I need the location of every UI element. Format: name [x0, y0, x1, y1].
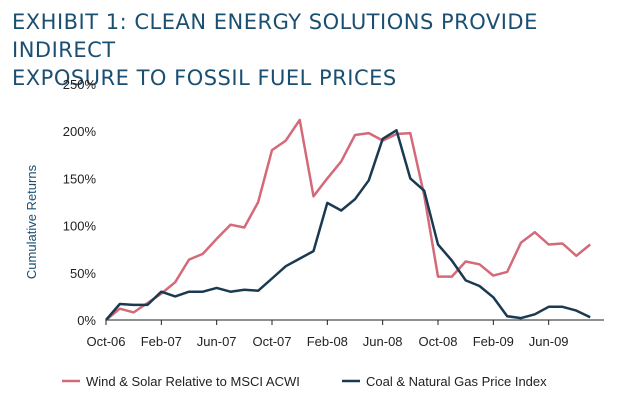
chart-title: EXHIBIT 1: CLEAN ENERGY SOLUTIONS PROVID…: [12, 8, 632, 92]
series-lines: [105, 118, 591, 321]
y-tick-label: 200%: [63, 124, 97, 139]
x-tick-label: Jun-09: [529, 334, 569, 349]
y-axis-label: Cumulative Returns: [24, 164, 39, 279]
legend: Wind & Solar Relative to MSCI ACWI Coal …: [62, 374, 547, 389]
legend-label-wind-solar: Wind & Solar Relative to MSCI ACWI: [86, 374, 300, 389]
x-tick-label: Oct-08: [418, 334, 457, 349]
title-line-2: EXPOSURE TO FOSSIL FUEL PRICES: [12, 66, 397, 90]
series-line-wind-solar: [105, 118, 591, 321]
y-tick-label: 50%: [70, 266, 96, 281]
y-tick-label: 100%: [63, 219, 97, 234]
y-axis-ticks: 0% 50% 100% 150% 200% 250%: [63, 77, 97, 328]
y-tick-label: 0%: [77, 313, 96, 328]
x-tick-label: Oct-07: [252, 334, 291, 349]
x-axis-ticks: Oct-06 Feb-07 Jun-07 Oct-07 Feb-08 Jun-08 Oct-…: [86, 320, 569, 349]
y-tick-label: 150%: [63, 171, 97, 186]
series-line-coal-gas: [105, 129, 591, 321]
x-tick-label: Jun-08: [363, 334, 403, 349]
x-tick-label: Feb-07: [141, 334, 182, 349]
x-tick-label: Feb-08: [307, 334, 348, 349]
legend-label-coal-gas: Coal & Natural Gas Price Index: [366, 374, 547, 389]
title-line-1: EXHIBIT 1: CLEAN ENERGY SOLUTIONS PROVID…: [12, 10, 538, 62]
x-tick-label: Jun-07: [197, 334, 237, 349]
x-tick-label: Feb-09: [473, 334, 514, 349]
y-tick-label: 250%: [63, 77, 97, 92]
x-tick-label: Oct-06: [86, 334, 125, 349]
